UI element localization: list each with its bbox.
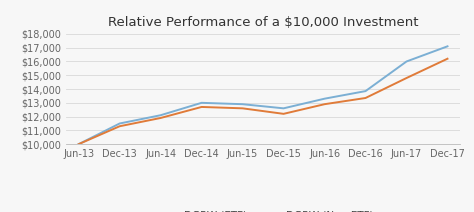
DGRW (ETF) bbox=[404, 60, 410, 63]
DGRW (ETF) bbox=[281, 107, 286, 110]
DGRW (Non-ETF) bbox=[76, 143, 82, 145]
DGRW (Non-ETF) bbox=[199, 106, 204, 108]
DGRW (ETF) bbox=[322, 98, 328, 100]
DGRW (ETF) bbox=[199, 102, 204, 104]
DGRW (ETF) bbox=[363, 90, 368, 92]
DGRW (Non-ETF) bbox=[117, 125, 122, 127]
DGRW (ETF) bbox=[445, 45, 450, 48]
DGRW (ETF) bbox=[158, 114, 164, 117]
DGRW (Non-ETF) bbox=[158, 117, 164, 119]
Legend: DGRW (ETF), DGRW (Non-ETF): DGRW (ETF), DGRW (Non-ETF) bbox=[148, 207, 378, 212]
Title: Relative Performance of a $10,000 Investment: Relative Performance of a $10,000 Invest… bbox=[108, 16, 419, 29]
Line: DGRW (Non-ETF): DGRW (Non-ETF) bbox=[79, 59, 447, 144]
DGRW (ETF) bbox=[240, 103, 246, 106]
DGRW (Non-ETF) bbox=[404, 77, 410, 79]
DGRW (ETF) bbox=[76, 143, 82, 145]
DGRW (Non-ETF) bbox=[363, 97, 368, 99]
DGRW (ETF) bbox=[117, 122, 122, 125]
Line: DGRW (ETF): DGRW (ETF) bbox=[79, 46, 447, 144]
DGRW (Non-ETF) bbox=[240, 107, 246, 110]
DGRW (Non-ETF) bbox=[281, 113, 286, 115]
DGRW (Non-ETF) bbox=[322, 103, 328, 106]
DGRW (Non-ETF) bbox=[445, 57, 450, 60]
